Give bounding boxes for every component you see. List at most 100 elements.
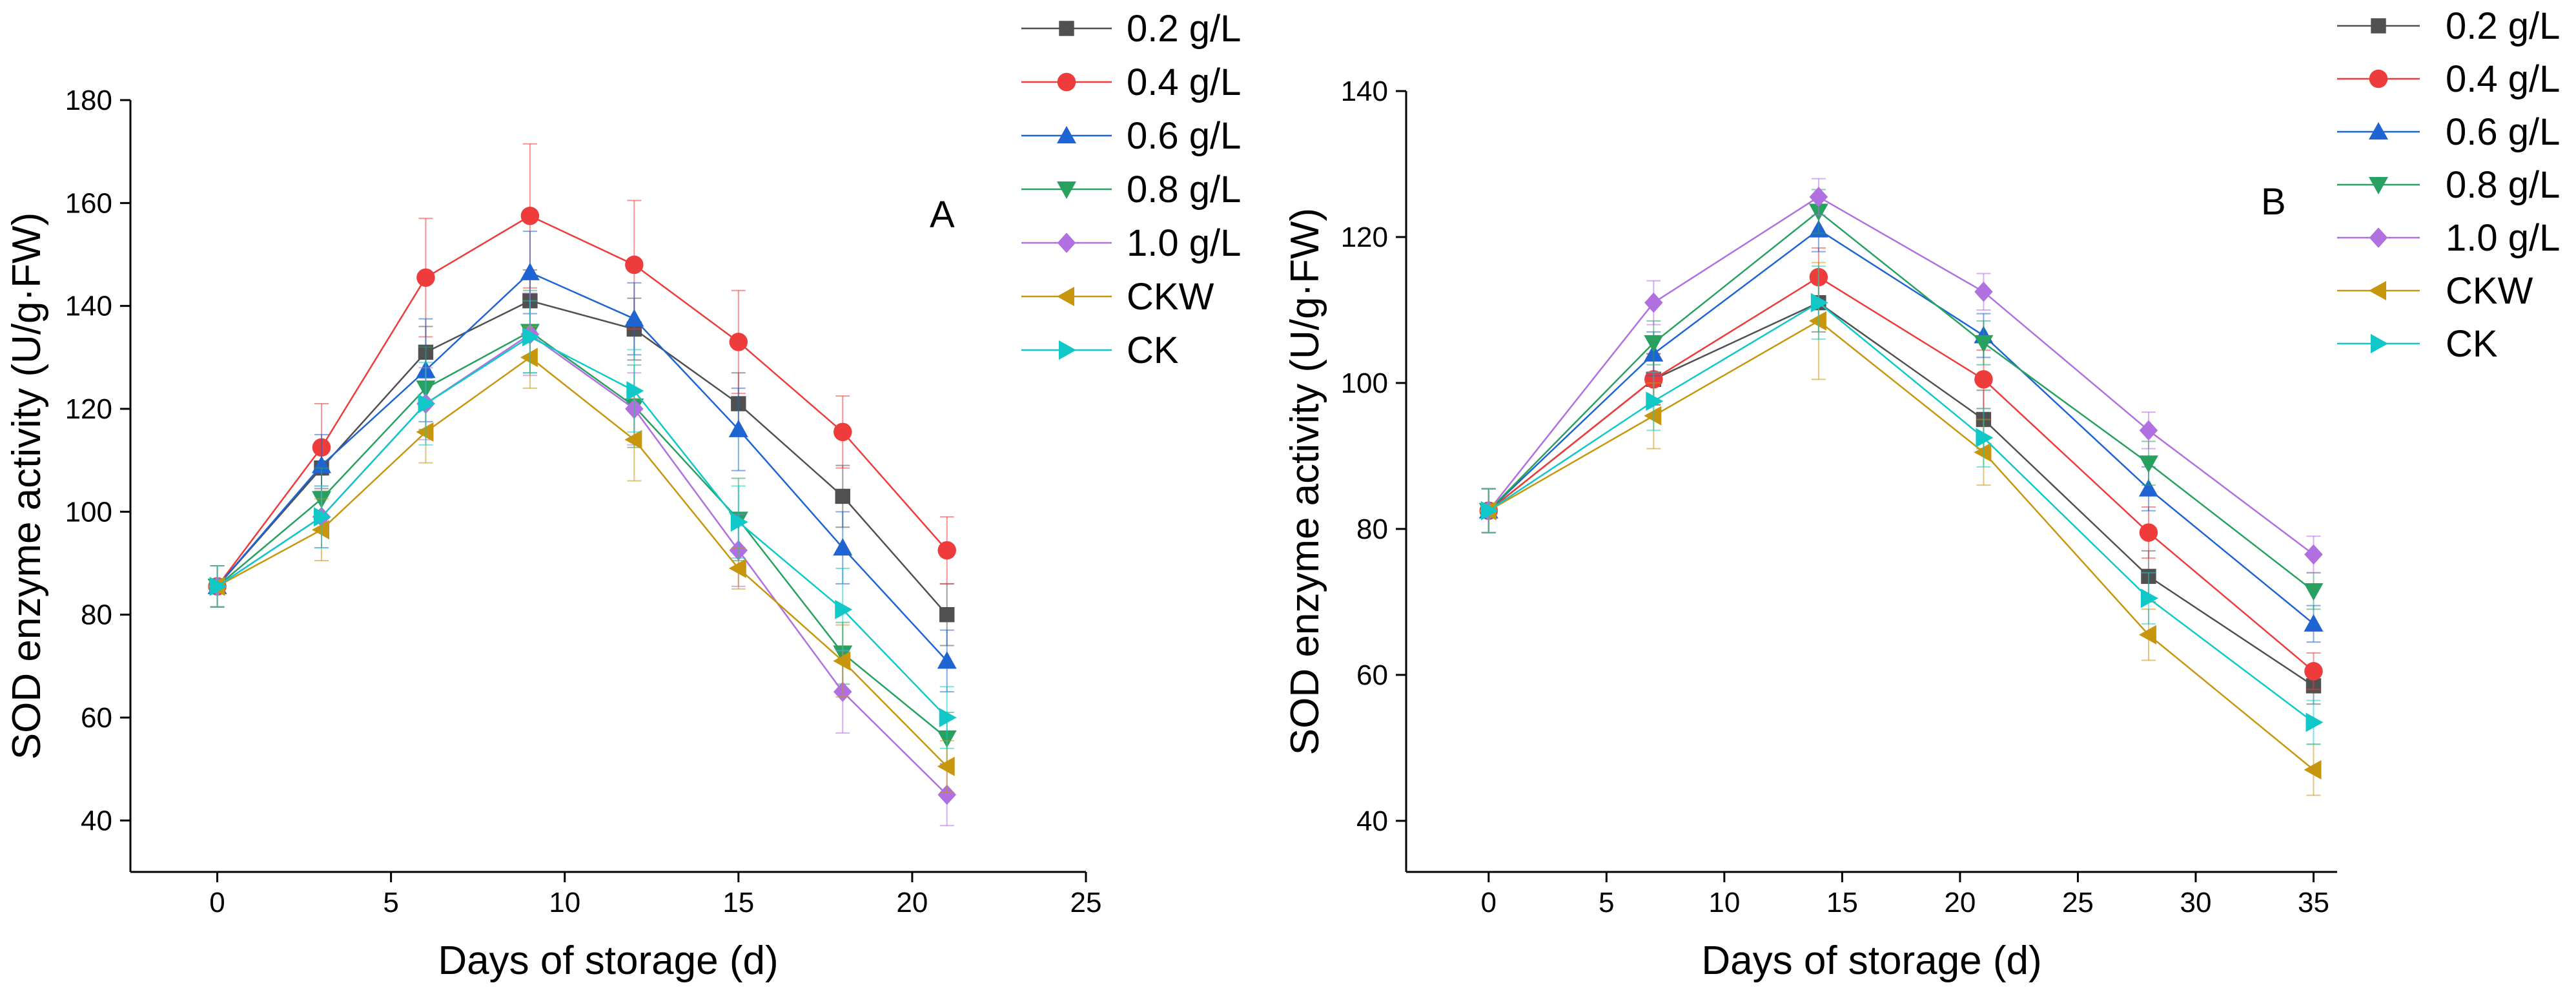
series-ck: [1480, 265, 2324, 745]
y-tick-label: 100: [1341, 368, 1388, 399]
legend-entry: 0.4 g/L: [1021, 61, 1241, 103]
x-tick-label: 0: [209, 887, 225, 918]
series-line: [1487, 210, 2315, 592]
y-tick-label: 40: [81, 805, 112, 836]
data-point: [2139, 420, 2158, 441]
y-tick-label: 60: [81, 702, 112, 734]
x-tick-label: 5: [383, 887, 398, 918]
data-point: [2138, 455, 2158, 473]
y-tick-label: 80: [1356, 513, 1388, 545]
x-tick-label: 35: [2298, 887, 2329, 918]
data-point: [937, 541, 956, 560]
data-point: [937, 756, 955, 776]
legend-label: 1.0 g/L: [1127, 222, 1241, 264]
legend-marker: [1059, 340, 1076, 360]
data-point: [729, 333, 748, 351]
data-point: [730, 512, 748, 532]
legend-entry: 0.2 g/L: [2337, 5, 2560, 47]
x-tick-label: 0: [1481, 887, 1497, 918]
y-axis-title: SOD enzyme activity (U/g·FW): [5, 212, 49, 760]
data-point: [2139, 523, 2158, 542]
x-tick-label: 15: [722, 887, 754, 918]
data-point: [1974, 281, 1993, 302]
data-point: [1974, 335, 1994, 353]
data-point: [2304, 760, 2322, 780]
x-tick-label: 20: [896, 887, 928, 918]
data-point: [2138, 625, 2156, 645]
series-line: [1488, 320, 2315, 771]
series-line: [1487, 229, 2315, 625]
data-point: [833, 651, 851, 671]
chart-panel-a: 0 5 10 15 20 25 40 60 80 100 120 140 160 180 Days of s…: [5, 8, 1241, 983]
data-point: [728, 419, 748, 437]
legend-label: CKW: [2446, 270, 2533, 312]
series-0-4-g-l: [1479, 247, 2323, 690]
y-tick-label: 140: [65, 291, 112, 322]
legend-marker: [1059, 21, 1074, 36]
data-point: [2304, 544, 2323, 565]
data-point: [312, 455, 331, 473]
data-point: [939, 606, 955, 623]
data-point: [2140, 588, 2158, 608]
legend-label: 0.8 g/L: [2446, 164, 2560, 206]
series-line: [1487, 276, 2315, 672]
legend-entry: 0.8 g/L: [2337, 164, 2560, 206]
data-point: [416, 268, 435, 287]
data-point: [624, 309, 644, 327]
data-point: [728, 558, 746, 578]
legend-entry: 0.6 g/L: [2337, 111, 2560, 153]
data-point: [1974, 370, 1993, 389]
data-point: [833, 422, 852, 442]
data-point: [833, 538, 853, 556]
data-point: [939, 708, 957, 727]
series-ckw: [1478, 262, 2322, 796]
data-point: [2304, 662, 2323, 681]
series-0-2-g-l: [1481, 273, 2322, 705]
legend-marker: [1057, 181, 1076, 199]
series-0-6-g-l: [1478, 207, 2324, 643]
legend-entry: CK: [1021, 329, 1179, 371]
y-tick-label: 80: [81, 599, 112, 631]
x-tick-label: 20: [1944, 887, 1976, 918]
legend-label: 0.6 g/L: [2446, 111, 2560, 153]
x-tick-label: 10: [549, 887, 580, 918]
y-tick-label: 160: [65, 187, 112, 219]
x-axis-title: Days of storage (d): [438, 938, 778, 983]
series-ckw: [207, 326, 955, 793]
data-point: [418, 394, 436, 414]
data-point: [416, 422, 434, 442]
legend-label: CK: [1127, 329, 1179, 371]
data-point: [835, 488, 850, 504]
data-point: [314, 507, 331, 527]
legend-marker: [1057, 233, 1076, 253]
legend-label: 1.0 g/L: [2446, 217, 2560, 259]
data-point: [2304, 614, 2324, 632]
data-point: [1976, 428, 1994, 448]
legend-marker: [1057, 72, 1076, 92]
data-point: [937, 784, 956, 805]
legend-label: 0.2 g/L: [1127, 8, 1241, 50]
series-1-0-g-l: [208, 292, 956, 827]
series-0-4-g-l: [208, 143, 956, 608]
data-point: [520, 207, 540, 225]
data-point: [1646, 391, 1664, 411]
legend-marker: [2369, 69, 2388, 88]
data-point: [937, 651, 957, 669]
legend-label: 0.8 g/L: [1127, 169, 1241, 211]
data-point: [1644, 406, 1662, 426]
legend-marker: [2369, 122, 2388, 140]
y-axis-title: SOD enzyme activity (U/g·FW): [1283, 208, 1327, 755]
data-point: [520, 262, 540, 280]
series-line: [216, 356, 948, 767]
x-tick-label: 30: [2180, 887, 2211, 918]
data-point: [835, 599, 853, 619]
series-line: [1487, 196, 2315, 555]
legend-entry: CKW: [1021, 276, 1214, 318]
panel-letter: B: [2261, 181, 2286, 223]
data-point: [1480, 501, 1498, 521]
legend-marker: [1057, 126, 1076, 143]
data-point: [1644, 292, 1663, 313]
y-tick-label: 40: [1356, 805, 1388, 837]
data-point: [2305, 712, 2324, 732]
